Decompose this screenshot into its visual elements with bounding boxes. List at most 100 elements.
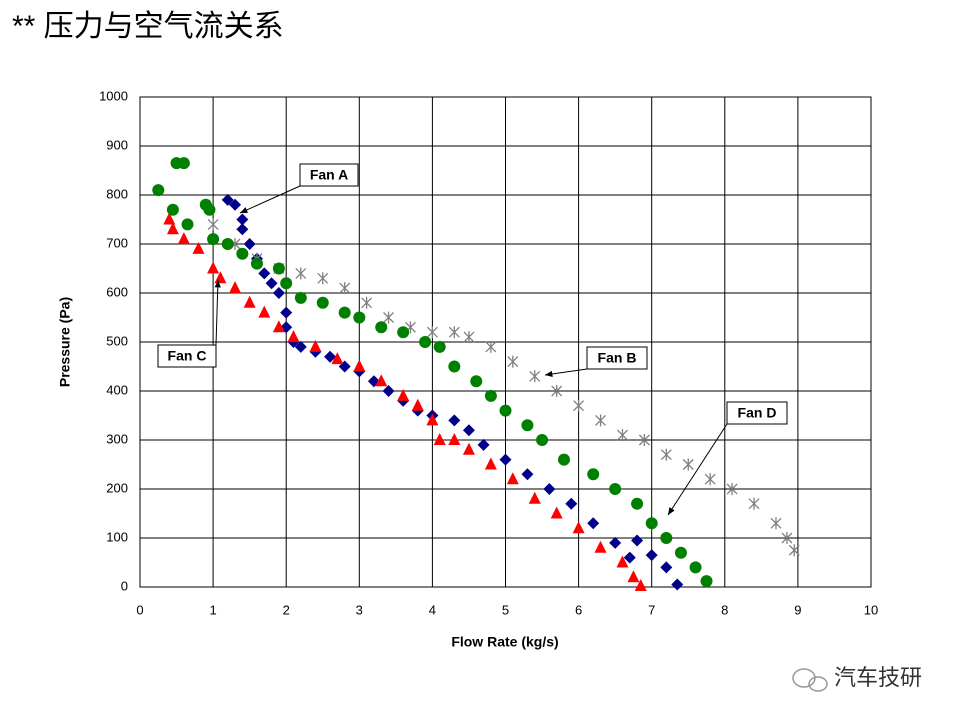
point — [207, 218, 219, 231]
point — [770, 517, 782, 530]
point — [623, 551, 636, 564]
point — [338, 306, 351, 319]
point — [236, 213, 249, 226]
point — [484, 389, 497, 402]
point — [477, 438, 490, 451]
point — [258, 267, 271, 280]
point — [375, 321, 388, 334]
point — [689, 561, 702, 574]
point — [587, 468, 600, 481]
point — [543, 483, 556, 495]
point — [682, 458, 694, 471]
point — [163, 212, 176, 225]
watermark-icon — [792, 668, 828, 692]
point — [265, 277, 278, 290]
point — [470, 375, 483, 388]
point — [433, 340, 446, 353]
point — [316, 296, 329, 309]
point — [674, 546, 687, 559]
point — [609, 483, 622, 495]
point — [550, 506, 563, 519]
point — [433, 433, 446, 445]
point — [272, 287, 285, 299]
y-tick-label: 800 — [106, 186, 128, 201]
point — [704, 473, 716, 486]
point — [294, 291, 307, 304]
point — [411, 398, 424, 411]
annotation-box — [157, 344, 217, 368]
annotation-arrow — [215, 279, 219, 346]
point — [309, 339, 322, 352]
y-tick-label: 600 — [106, 284, 128, 299]
point — [660, 448, 672, 461]
x-tick-label: 5 — [502, 602, 509, 617]
point — [627, 570, 640, 583]
arrow-head — [214, 280, 221, 288]
point — [353, 311, 366, 324]
x-tick-label: 0 — [136, 602, 143, 617]
annotation-box — [586, 346, 648, 370]
point — [788, 544, 800, 557]
point — [181, 218, 194, 231]
point — [700, 575, 713, 588]
point — [631, 534, 644, 547]
y-tick-label: 400 — [106, 382, 128, 397]
point — [287, 330, 300, 343]
point — [397, 326, 410, 339]
point — [638, 434, 650, 446]
y-tick-label: 1000 — [99, 88, 128, 103]
point — [214, 271, 227, 284]
point — [565, 497, 578, 510]
point — [448, 360, 461, 373]
x-tick-label: 10 — [864, 602, 878, 617]
point — [177, 232, 190, 245]
point — [572, 521, 585, 534]
arrow-head — [240, 207, 248, 213]
point — [229, 281, 242, 294]
point — [463, 331, 475, 344]
point — [551, 385, 563, 397]
x-tick-label: 9 — [794, 602, 801, 617]
page-title: ** 压力与空气流关系 — [12, 10, 284, 43]
arrow-head — [545, 370, 553, 378]
annotation: Fan A — [310, 167, 348, 183]
point — [331, 352, 344, 365]
point — [462, 442, 475, 455]
point — [317, 272, 329, 285]
annotation-box — [726, 401, 788, 425]
watermark: 汽车技研 — [834, 665, 922, 690]
point — [595, 414, 606, 427]
point — [529, 370, 541, 383]
annotation-arrow — [667, 423, 728, 516]
point — [229, 198, 242, 211]
point — [645, 549, 658, 562]
y-tick-label: 900 — [106, 137, 128, 152]
point — [660, 561, 673, 574]
point — [781, 532, 793, 544]
point — [448, 414, 461, 427]
point — [397, 388, 410, 401]
point — [272, 262, 285, 275]
point — [294, 340, 307, 353]
x-tick-label: 7 — [648, 602, 655, 617]
arrow-head — [668, 507, 675, 515]
x-tick-label: 2 — [283, 602, 290, 617]
point — [203, 203, 216, 216]
point — [573, 399, 585, 412]
point — [243, 295, 256, 308]
point — [507, 355, 519, 368]
point — [152, 184, 165, 197]
y-tick-label: 200 — [106, 480, 128, 495]
x-tick-label: 4 — [429, 602, 436, 617]
point — [660, 532, 673, 544]
point — [250, 257, 263, 270]
point — [726, 483, 738, 495]
y-axis-label: Pressure (Pa) — [57, 297, 73, 387]
annotation: Fan D — [738, 405, 777, 421]
annotation: Fan C — [168, 348, 207, 364]
point — [587, 517, 600, 530]
y-tick-label: 100 — [106, 529, 128, 544]
point — [375, 374, 388, 387]
point — [258, 305, 271, 318]
annotation: Fan B — [598, 350, 637, 366]
